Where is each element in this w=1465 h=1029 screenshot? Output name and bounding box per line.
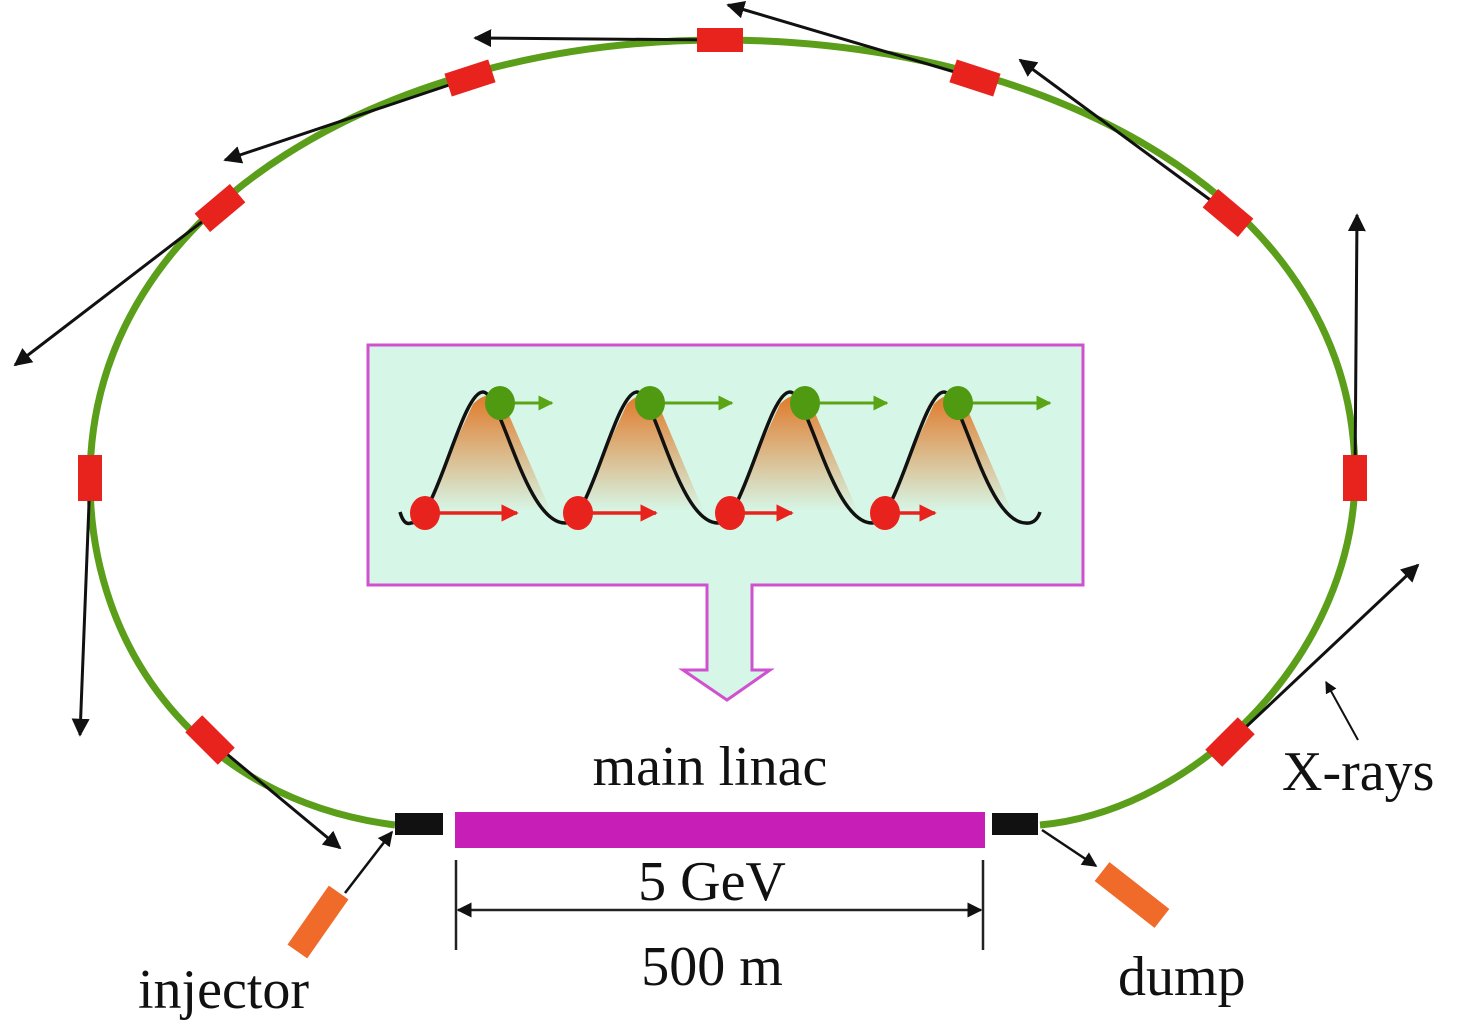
beam-dump (1094, 862, 1170, 928)
xray-emission-arrow (209, 738, 342, 850)
accelerating-bunch (790, 386, 820, 420)
accelerating-bunch (635, 386, 665, 420)
decelerating-bunch (410, 496, 440, 530)
xrays-pointer-arrow (1325, 680, 1359, 741)
rf-field-region (577, 395, 704, 512)
rf-field-region (730, 395, 858, 512)
extraction-arrow (1041, 828, 1098, 868)
bending-magnet (697, 28, 743, 52)
bending-magnet (78, 455, 102, 501)
energy-label: 5 GeV (638, 851, 786, 913)
bending-magnet (1202, 189, 1254, 237)
bending-magnet (444, 59, 496, 97)
decelerating-bunch (870, 496, 900, 530)
xray-emission-arrow (13, 206, 221, 367)
accelerating-bunch (943, 386, 973, 420)
injection-arrow (344, 830, 393, 894)
rf-field-region (423, 395, 551, 512)
merger-block (395, 813, 443, 835)
accelerating-bunch (485, 386, 515, 420)
injector-source (287, 885, 349, 959)
decelerating-bunch (563, 496, 593, 530)
length-label: 500 m (641, 936, 783, 998)
bending-magnet (949, 59, 1001, 97)
injector-label: injector (138, 959, 309, 1021)
xray-emission-arrow (726, 0, 976, 80)
bending-magnet (1343, 455, 1367, 501)
xray-emission-arrow (1347, 213, 1366, 479)
xray-emission-arrow (71, 477, 92, 737)
dump-label: dump (1118, 946, 1246, 1008)
main-linac-label: main linac (593, 736, 828, 798)
xray-emission-arrow (1228, 563, 1420, 744)
rf-phase-inset (366, 343, 1085, 702)
bending-magnet (1205, 717, 1255, 767)
bending-magnet (185, 715, 235, 765)
decelerating-bunch (715, 496, 745, 530)
main-linac (455, 812, 985, 848)
xray-emission-arrow (223, 76, 471, 164)
length-dimension (454, 860, 985, 950)
xray-emission-arrow (473, 29, 721, 48)
xrays-label: X-rays (1282, 741, 1434, 803)
xray-emission-arrow (1018, 58, 1229, 215)
rf-field-region (884, 395, 1012, 512)
bending-magnet (194, 184, 246, 232)
demerger-block (992, 813, 1038, 835)
